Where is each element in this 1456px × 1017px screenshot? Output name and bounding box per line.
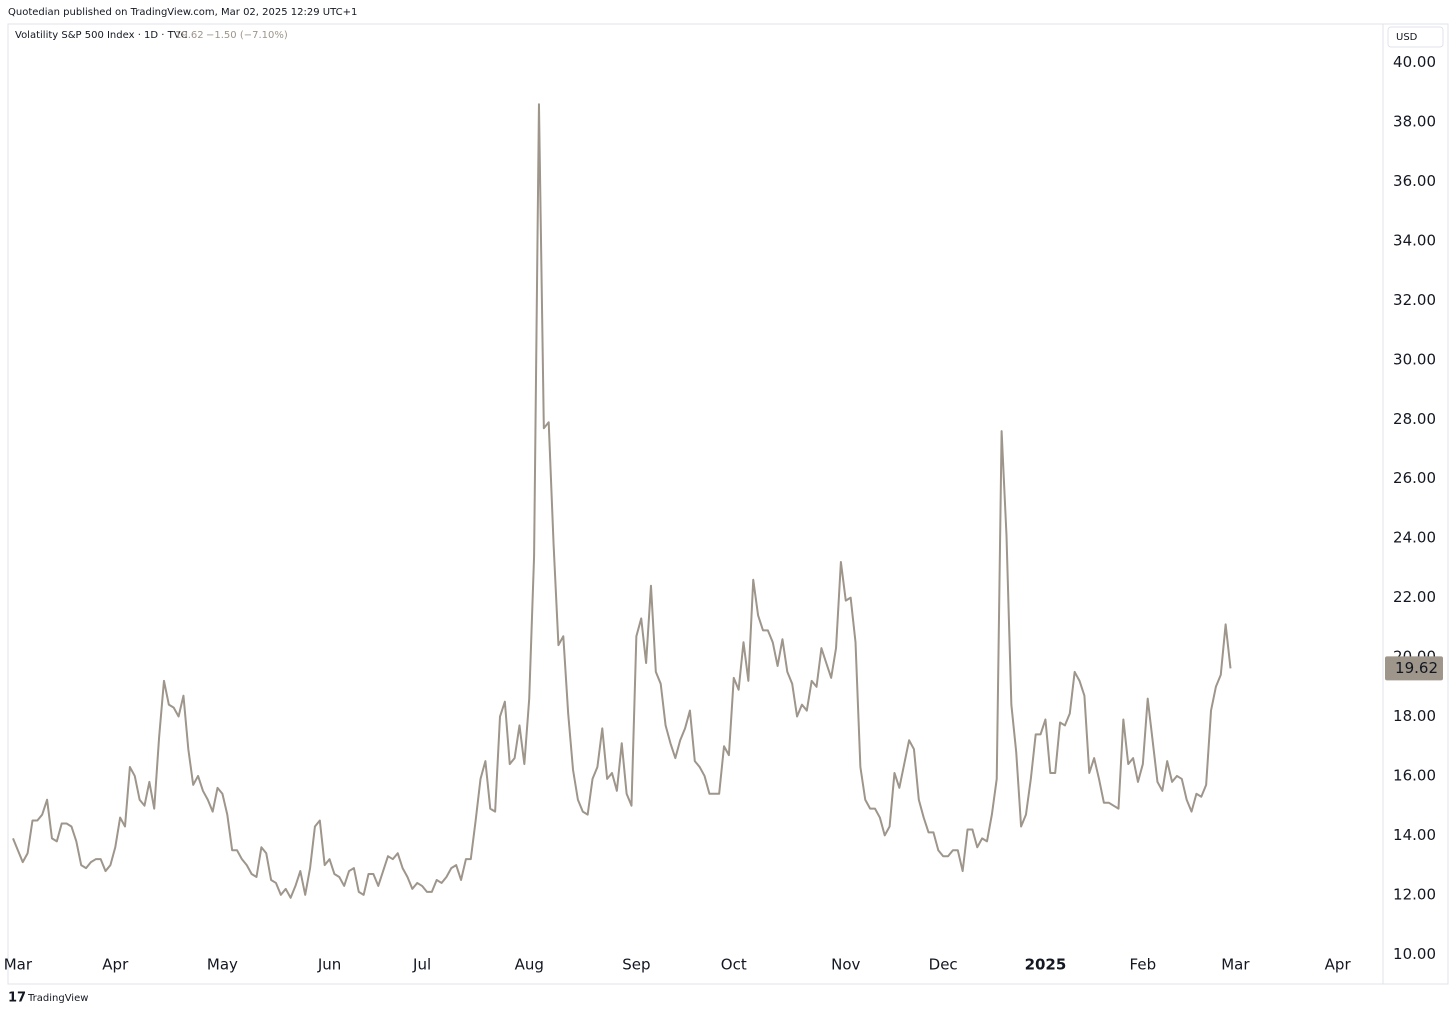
y-tick-label: 16.00 bbox=[1393, 766, 1436, 784]
change: −1.50 (−7.10%) bbox=[206, 30, 288, 41]
currency-box[interactable] bbox=[1387, 26, 1444, 48]
price-tag bbox=[1385, 656, 1443, 681]
x-tick-label: Oct bbox=[721, 956, 747, 974]
x-tick-label: Apr bbox=[102, 956, 129, 974]
x-tick-label: Feb bbox=[1130, 956, 1157, 974]
y-tick-label: 12.00 bbox=[1393, 885, 1436, 903]
y-tick-label: 30.00 bbox=[1393, 350, 1436, 368]
y-tick-label: 34.00 bbox=[1393, 231, 1436, 249]
symbol: Volatility S&P 500 Index · 1D · TVC bbox=[15, 30, 188, 41]
x-tick-label: Mar bbox=[1221, 956, 1250, 974]
x-tick-label: Mar bbox=[4, 956, 33, 974]
x-tick-label: Sep bbox=[622, 956, 650, 974]
price-tag-label: 19.62 bbox=[1395, 659, 1438, 677]
x-tick-label: Aug bbox=[515, 956, 544, 974]
brand: TradingView bbox=[27, 993, 88, 1004]
x-tick-label: Dec bbox=[929, 956, 958, 974]
x-tick-label: Apr bbox=[1325, 956, 1352, 974]
y-tick-label: 10.00 bbox=[1393, 945, 1436, 963]
x-tick-label: May bbox=[207, 956, 238, 974]
logo: 17 bbox=[8, 991, 26, 1006]
x-tick-label: Jun bbox=[317, 956, 341, 974]
y-tick-label: 26.00 bbox=[1393, 469, 1436, 487]
y-tick-label: 28.00 bbox=[1393, 410, 1436, 428]
x-tick-label: Jul bbox=[412, 956, 431, 974]
y-tick-label: 14.00 bbox=[1393, 826, 1436, 844]
x-tick-label: 2025 bbox=[1025, 956, 1067, 974]
y-tick-label: 32.00 bbox=[1393, 291, 1436, 309]
currency: USD bbox=[1396, 32, 1418, 43]
y-tick-label: 22.00 bbox=[1393, 588, 1436, 606]
y-tick-label: 18.00 bbox=[1393, 707, 1436, 725]
y-tick-label: 36.00 bbox=[1393, 172, 1436, 190]
publisher: Quotedian published on TradingView.com, … bbox=[8, 7, 357, 18]
frame bbox=[7, 23, 1449, 985]
x-tick-label: Nov bbox=[831, 956, 860, 974]
y-tick-label: 24.00 bbox=[1393, 529, 1436, 547]
y-tick-label: 38.00 bbox=[1393, 113, 1436, 131]
y-tick-label: 40.00 bbox=[1393, 53, 1436, 71]
series-line bbox=[12, 103, 1232, 899]
last-price: 19.62 bbox=[175, 30, 204, 41]
